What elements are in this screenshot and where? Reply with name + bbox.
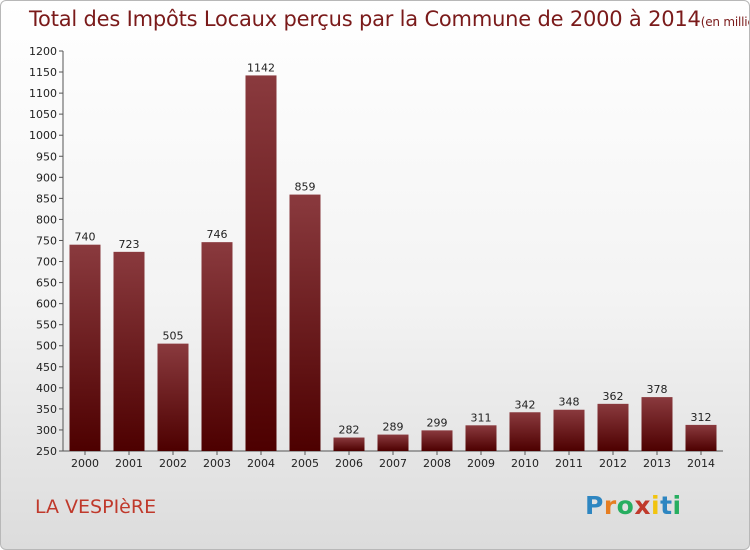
proxiti-logo: Proxiti (585, 491, 682, 520)
x-tick-label: 2001 (115, 457, 143, 470)
chart-title-text: Total des Impôts Locaux perçus par la Co… (29, 7, 701, 31)
value-label-2009: 311 (471, 411, 492, 424)
bar-2003 (201, 242, 233, 451)
bar-2005 (289, 194, 321, 451)
value-label-2010: 342 (515, 398, 536, 411)
x-tick-label: 2004 (247, 457, 275, 470)
y-tick-label: 850 (36, 192, 57, 205)
y-tick-label: 550 (36, 319, 57, 332)
value-label-2001: 723 (119, 238, 140, 251)
x-tick-label: 2007 (379, 457, 407, 470)
chart-bars (69, 75, 717, 451)
bar-2012 (597, 403, 629, 451)
y-tick-label: 250 (36, 445, 57, 458)
y-tick-label: 1100 (29, 87, 57, 100)
bar-2008 (421, 430, 453, 451)
value-label-2003: 746 (207, 228, 228, 241)
y-tick-label: 1150 (29, 66, 57, 79)
bar-2007 (377, 434, 409, 451)
bar-2004 (245, 75, 277, 451)
chart-title: Total des Impôts Locaux perçus par la Co… (29, 7, 749, 31)
x-tick-label: 2008 (423, 457, 451, 470)
logo-letter: P (585, 491, 604, 520)
x-tick-label: 2000 (71, 457, 99, 470)
chart-axes: 250 300 350 400 450 500 550 600 650 700 750 800 850 9… (29, 45, 723, 470)
y-tick-label: 1000 (29, 129, 57, 142)
y-tick-label: 300 (36, 424, 57, 437)
value-label-2006: 282 (339, 424, 360, 437)
x-tick-label: 2014 (687, 457, 715, 470)
y-tick-label: 600 (36, 298, 57, 311)
value-label-2012: 362 (603, 390, 624, 403)
bar-2006 (333, 437, 365, 451)
y-tick-label: 1200 (29, 45, 57, 58)
bar-2002 (157, 343, 189, 451)
x-tick-label: 2009 (467, 457, 495, 470)
logo-letter: t (660, 491, 673, 520)
x-tick-label: 2003 (203, 457, 231, 470)
x-tick-label: 2005 (291, 457, 319, 470)
chart-value-labels: 740 723 505 746 1142 859 282 289 299 311 342 348 362… (75, 61, 712, 436)
y-tick-label: 450 (36, 361, 57, 374)
bar-2009 (465, 425, 497, 451)
y-tick-label: 1050 (29, 108, 57, 121)
bar-2001 (113, 251, 145, 451)
value-label-2007: 289 (383, 421, 404, 434)
value-label-2014: 312 (691, 411, 712, 424)
chart-title-unit: (en milliers d'€) (700, 15, 749, 29)
y-tick-label: 900 (36, 171, 57, 184)
y-tick-label: 350 (36, 403, 57, 416)
bar-2010 (509, 412, 541, 451)
bar-2014 (685, 424, 717, 451)
y-tick-label: 950 (36, 150, 57, 163)
y-tick-label: 800 (36, 213, 57, 226)
commune-name: LA VESPIèRE (35, 496, 157, 518)
x-tick-label: 2010 (511, 457, 539, 470)
value-label-2013: 378 (647, 383, 668, 396)
value-label-2002: 505 (163, 330, 184, 343)
logo-letter: i (651, 491, 661, 520)
bar-2013 (641, 397, 673, 451)
y-tick-label: 650 (36, 277, 57, 290)
y-tick-label: 700 (36, 256, 57, 269)
x-tick-label: 2011 (555, 457, 583, 470)
x-tick-label: 2012 (599, 457, 627, 470)
x-tick-label: 2013 (643, 457, 671, 470)
y-tick-label: 400 (36, 382, 57, 395)
bar-2000 (69, 244, 101, 451)
value-label-2005: 859 (295, 181, 316, 194)
bar-2011 (553, 409, 585, 451)
value-label-2000: 740 (75, 231, 96, 244)
logo-letter: o (616, 491, 635, 520)
logo-letter: x (634, 491, 651, 520)
value-label-2008: 299 (427, 416, 448, 429)
x-tick-label: 2002 (159, 457, 187, 470)
logo-letter: r (603, 491, 617, 520)
value-label-2004: 1142 (247, 61, 275, 74)
logo-letter: i (672, 491, 682, 520)
x-tick-label: 2006 (335, 457, 363, 470)
value-label-2011: 348 (559, 396, 580, 409)
y-tick-label: 500 (36, 340, 57, 353)
y-tick-label: 750 (36, 234, 57, 247)
